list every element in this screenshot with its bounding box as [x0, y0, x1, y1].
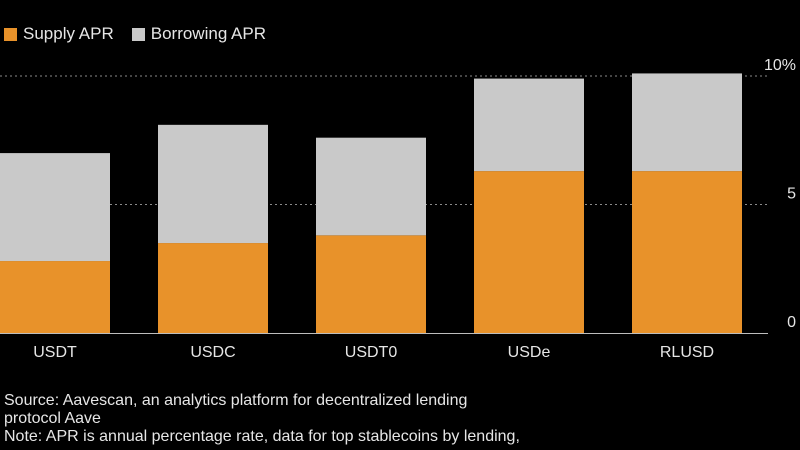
bar-borrowing-usdt0 [316, 137, 426, 236]
legend-borrow-label: Borrowing APR [150, 24, 267, 43]
chart-plot: USDT USDC USDT0 USDe RLUSD 0 5 10% [0, 57, 796, 361]
y-tick-label: 10% [764, 57, 796, 74]
legend-item-supply: Supply APR [4, 24, 114, 44]
x-tick-label: USDT0 [345, 344, 398, 361]
x-tick-label: USDC [190, 344, 235, 361]
x-tick-label: USDT [33, 344, 77, 361]
chart-legend: Supply APR Borrowing APR [4, 23, 284, 45]
bar-supply-rlusd [632, 171, 742, 333]
x-tick-label: USDe [508, 344, 551, 361]
bar-supply-usde [474, 171, 584, 333]
legend-item-borrow: Borrowing APR [131, 24, 267, 44]
bar-supply-usdt [0, 261, 110, 333]
note-line-1: Note: APR is annual percentage rate, dat… [4, 428, 520, 445]
legend-supply-label: Supply APR [23, 24, 114, 43]
supply-swatch [4, 27, 17, 41]
y-tick-label: 0 [787, 314, 796, 331]
bar-supply-usdt0 [316, 235, 426, 333]
bar-borrowing-usdt [0, 153, 110, 262]
bar-borrowing-usdc [158, 124, 268, 244]
x-tick-label: RLUSD [660, 344, 714, 361]
source-line-2: protocol Aave [4, 410, 101, 427]
borrow-swatch [131, 27, 145, 41]
source-line-1: Source: Aavescan, an analytics platform … [4, 392, 468, 409]
bar-supply-usdc [158, 243, 268, 333]
bar-borrowing-usde [474, 78, 584, 172]
bar-borrowing-rlusd [632, 73, 742, 172]
y-tick-label: 5 [787, 186, 796, 203]
chart-notes: Source: Aavescan, an analytics platform … [4, 392, 604, 446]
